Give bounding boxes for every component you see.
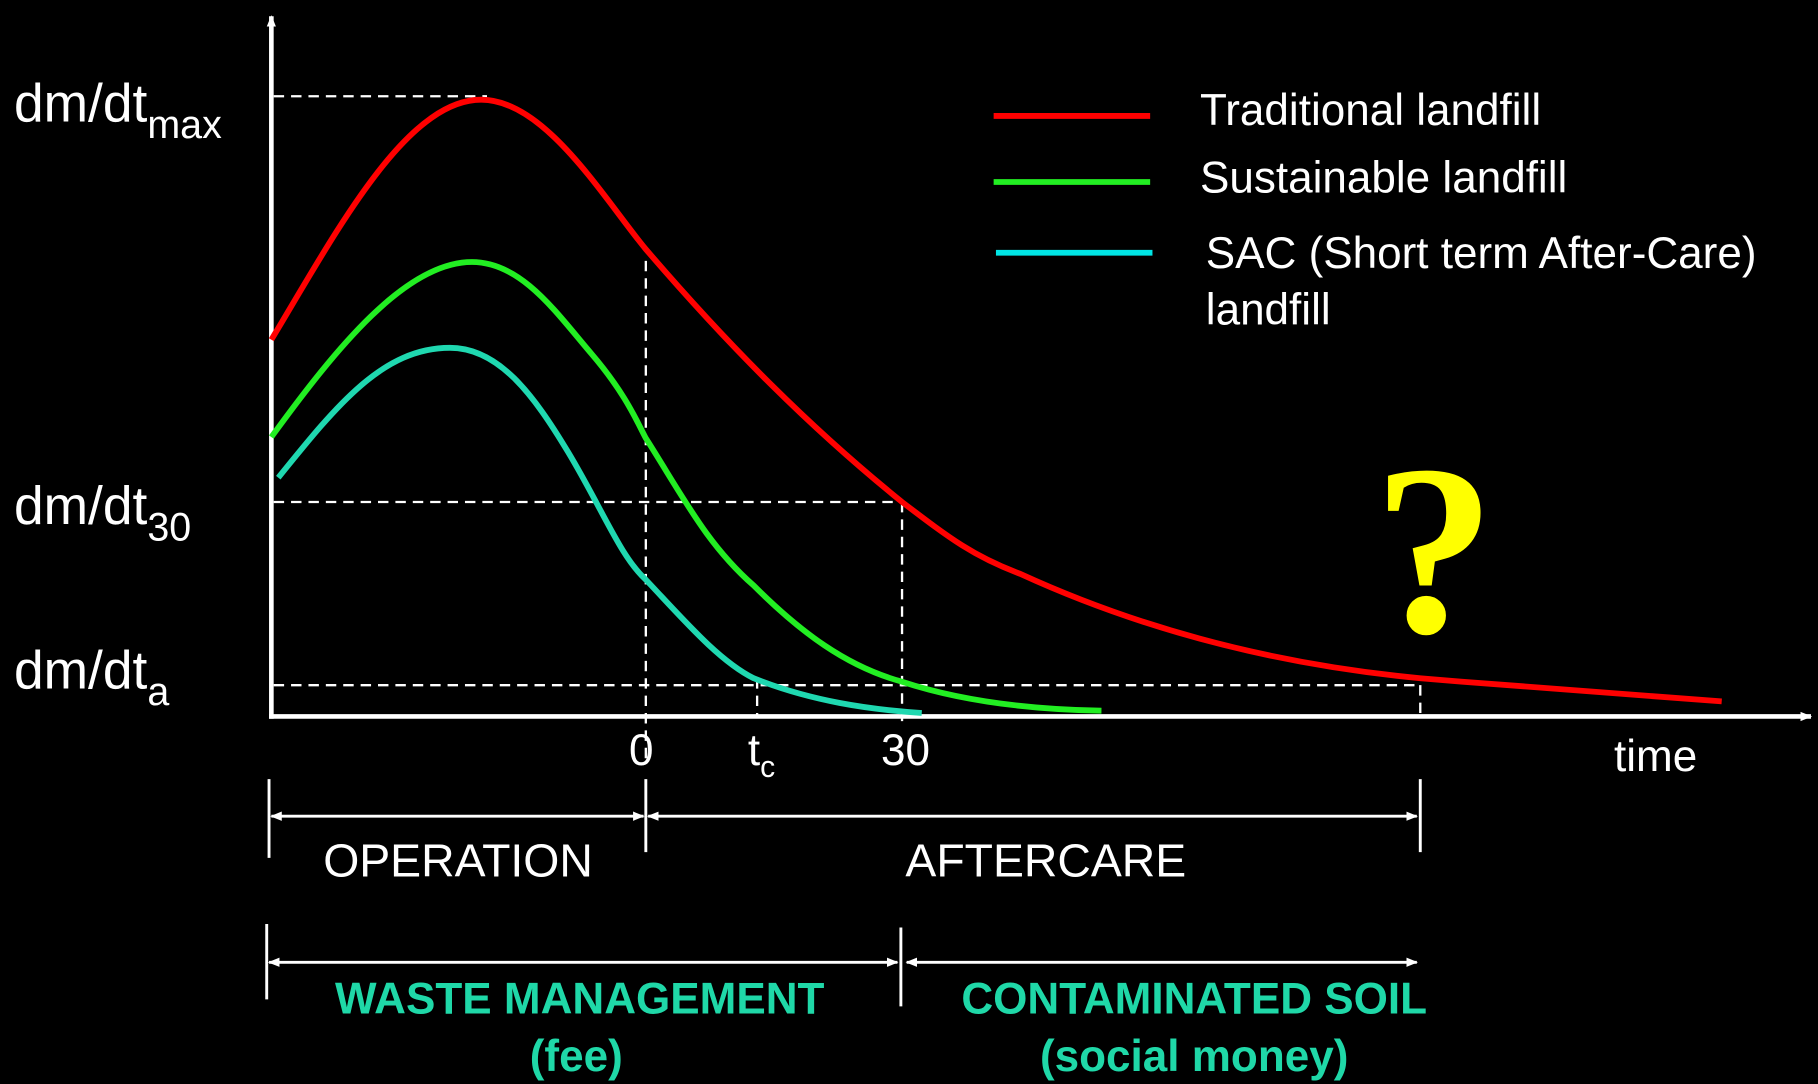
cost-label: CONTAMINATED SOIL <box>961 974 1427 1023</box>
sustainable-curve <box>269 259 1102 714</box>
guide-lines <box>273 95 1422 766</box>
y-label: dm/dtmax <box>14 75 222 147</box>
y-label: dm/dt30 <box>14 477 191 549</box>
sac-curve <box>276 344 922 716</box>
y-label: dm/dta <box>14 642 169 714</box>
x-axis-label: time <box>1614 732 1697 781</box>
phase-label: AFTERCARE <box>905 834 1186 886</box>
cost-label: WASTE MANAGEMENT <box>335 974 824 1023</box>
cost-arrows <box>265 924 1418 1007</box>
traditional-curve <box>268 96 1722 705</box>
x-label: 0 <box>629 726 654 775</box>
cost-label: (fee) <box>530 1032 623 1081</box>
legend-label: landfill <box>1206 286 1331 335</box>
legend-label: Traditional landfill <box>1200 86 1541 135</box>
question-mark: ? <box>1373 415 1495 685</box>
legend-label: Sustainable landfill <box>1200 153 1567 202</box>
cost-label: (social money) <box>1040 1032 1348 1081</box>
legend: Traditional landfill Sustainable landfil… <box>993 86 1757 335</box>
legend-label: SAC (Short term After-Care) <box>1206 229 1757 278</box>
phase-label: OPERATION <box>323 834 593 886</box>
x-label: 30 <box>881 726 930 775</box>
phase-arrows <box>267 779 1422 858</box>
x-label: tc <box>748 726 775 784</box>
